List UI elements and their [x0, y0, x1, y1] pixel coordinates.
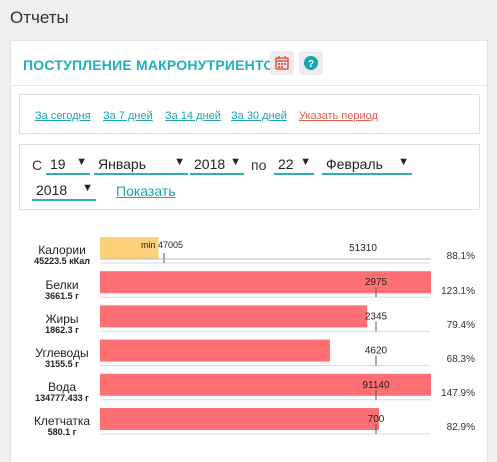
nutrient-amount: 134777.433 г [35, 393, 89, 403]
nutrient-bar [100, 305, 368, 328]
date-range-form: С 19 ▼ Январь ▼ 2018 ▼ по 22 ▼ Февраль ▼… [19, 144, 480, 210]
to-day-select[interactable]: 22 ▼ [274, 155, 314, 175]
norm-value-label: 91140 [362, 380, 390, 391]
nutrient-amount: 3155.5 г [45, 359, 79, 369]
nutrient-amount: 3661.5 г [45, 291, 79, 301]
nutrient-amount: 580.1 г [47, 427, 77, 437]
nutrient-name: Калории [38, 243, 86, 257]
nutrient-amount: 1862.3 г [45, 325, 79, 335]
min-range-bar [100, 237, 159, 259]
nutrient-name: Жиры [45, 312, 79, 326]
percent-label: 123.1% [441, 286, 475, 297]
card-header: ПОСТУПЛЕНИЕ МАКРОНУТРИЕНТОВ ? [11, 41, 487, 86]
nutrient-bar [100, 271, 431, 294]
nutrient-bar [100, 373, 431, 396]
from-day-value: 19 [50, 156, 66, 172]
chart-bars: 51310 2975 2345 4620 91140 700 min 47005 [100, 237, 431, 435]
chevron-down-icon: ▼ [174, 156, 185, 168]
norm-value-label: 2975 [365, 277, 388, 288]
from-year-value: 2018 [194, 156, 226, 172]
page-title: Отчеты [10, 8, 69, 27]
question-circle-icon: ? [304, 56, 318, 70]
calendar-button[interactable] [270, 51, 294, 75]
period-links: За сегодня За 7 дней За 14 дней За 30 дн… [19, 94, 480, 134]
norm-value-label: 2345 [365, 311, 388, 322]
to-label: по [251, 157, 267, 173]
percent-label: 147.9% [441, 388, 475, 399]
card-title: ПОСТУПЛЕНИЕ МАКРОНУТРИЕНТОВ [23, 57, 285, 73]
percent-label: 88.1% [446, 251, 475, 262]
period-custom-link[interactable]: Указать период [299, 110, 378, 122]
svg-text:?: ? [308, 59, 314, 70]
period-7-days-link[interactable]: За 7 дней [103, 110, 153, 122]
to-year-select[interactable]: 2018 ▼ [32, 181, 96, 201]
nutrient-name: Углеводы [35, 346, 89, 360]
nutrient-bar [100, 339, 330, 362]
to-month-value: Февраль [326, 156, 383, 172]
chevron-down-icon: ▼ [76, 156, 87, 168]
percent-label: 79.4% [446, 320, 475, 331]
norm-value-label: 700 [368, 414, 385, 425]
nutrient-name: Белки [45, 278, 79, 292]
nutrient-name: Клетчатка [33, 414, 91, 428]
chevron-down-icon: ▼ [82, 182, 93, 194]
nutrient-amount: 45223.5 кКал [34, 256, 90, 266]
from-label: С [32, 157, 43, 173]
from-month-select[interactable]: Январь ▼ [94, 155, 188, 175]
chevron-down-icon: ▼ [230, 156, 241, 168]
period-today-link[interactable]: За сегодня [35, 110, 91, 122]
to-year-value: 2018 [36, 182, 68, 198]
nutrient-bar [100, 408, 380, 430]
nutrient-name: Вода [47, 380, 77, 394]
norm-value-label: 51310 [349, 243, 377, 254]
from-year-select[interactable]: 2018 ▼ [190, 155, 244, 175]
norm-value-label: 4620 [365, 346, 388, 357]
show-button[interactable]: Показать [116, 183, 176, 199]
calendar-icon [275, 56, 289, 70]
from-month-value: Январь [98, 156, 146, 172]
macronutrients-card: ПОСТУПЛЕНИЕ МАКРОНУТРИЕНТОВ ? За сегодня [10, 40, 488, 462]
percent-label: 82.9% [446, 422, 475, 433]
chevron-down-icon: ▼ [398, 156, 409, 168]
min-label: min 47005 [141, 240, 183, 250]
percent-label: 68.3% [446, 354, 475, 365]
to-month-select[interactable]: Февраль ▼ [322, 155, 412, 175]
from-day-select[interactable]: 19 ▼ [46, 155, 90, 175]
chevron-down-icon: ▼ [300, 156, 311, 168]
period-30-days-link[interactable]: За 30 дней [231, 110, 287, 122]
period-14-days-link[interactable]: За 14 дней [165, 110, 221, 122]
help-button[interactable]: ? [299, 51, 323, 75]
to-day-value: 22 [278, 156, 294, 172]
